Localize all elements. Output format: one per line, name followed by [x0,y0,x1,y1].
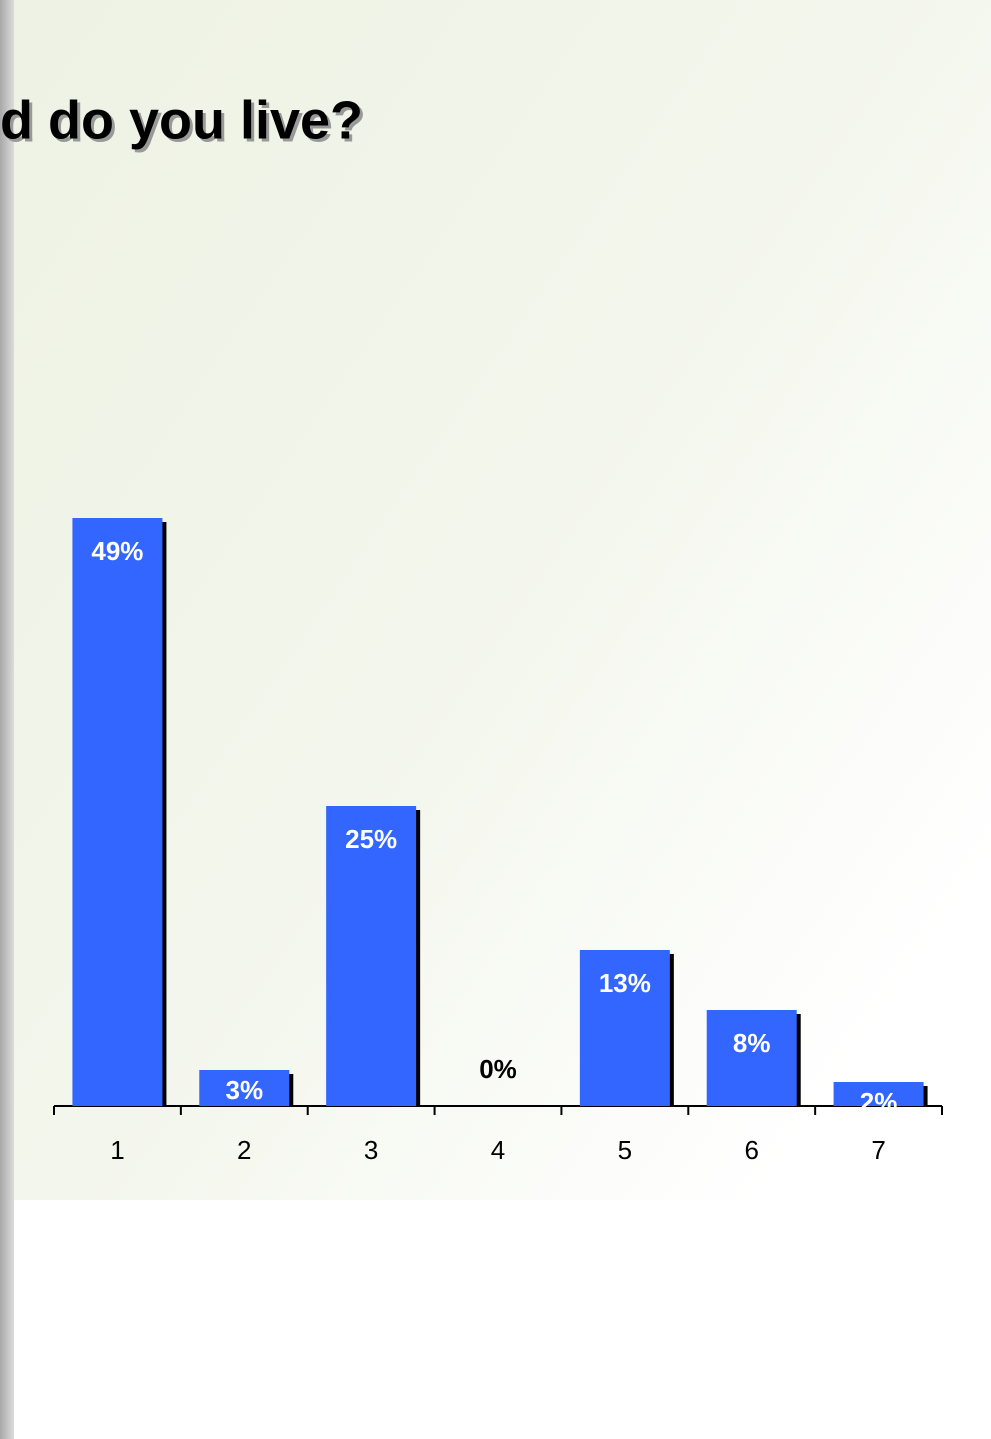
x-tick-label: 6 [744,1135,758,1165]
bar [833,1082,924,1106]
background-bottom [0,1200,991,1439]
value-label: 0% [479,1054,517,1084]
title-shadow: d do you live? [3,93,366,153]
value-label: 2% [860,1087,898,1117]
bar [706,1010,797,1106]
chart-title: d do you live? [0,90,363,150]
x-tick-label: 5 [618,1135,632,1165]
x-tick-label: 2 [237,1135,251,1165]
x-tick-label: 7 [871,1135,885,1165]
value-label: 13% [599,968,651,998]
bar [579,950,670,1106]
bar [199,1070,290,1106]
bar [326,806,417,1106]
side-strip [0,0,14,1439]
bar [72,518,163,1106]
value-label: 3% [225,1075,263,1105]
value-label: 49% [91,536,143,566]
x-tick-label: 3 [364,1135,378,1165]
value-label: 8% [733,1028,771,1058]
value-label: 25% [345,824,397,854]
x-tick-label: 4 [491,1135,505,1165]
x-tick-label: 1 [110,1135,124,1165]
